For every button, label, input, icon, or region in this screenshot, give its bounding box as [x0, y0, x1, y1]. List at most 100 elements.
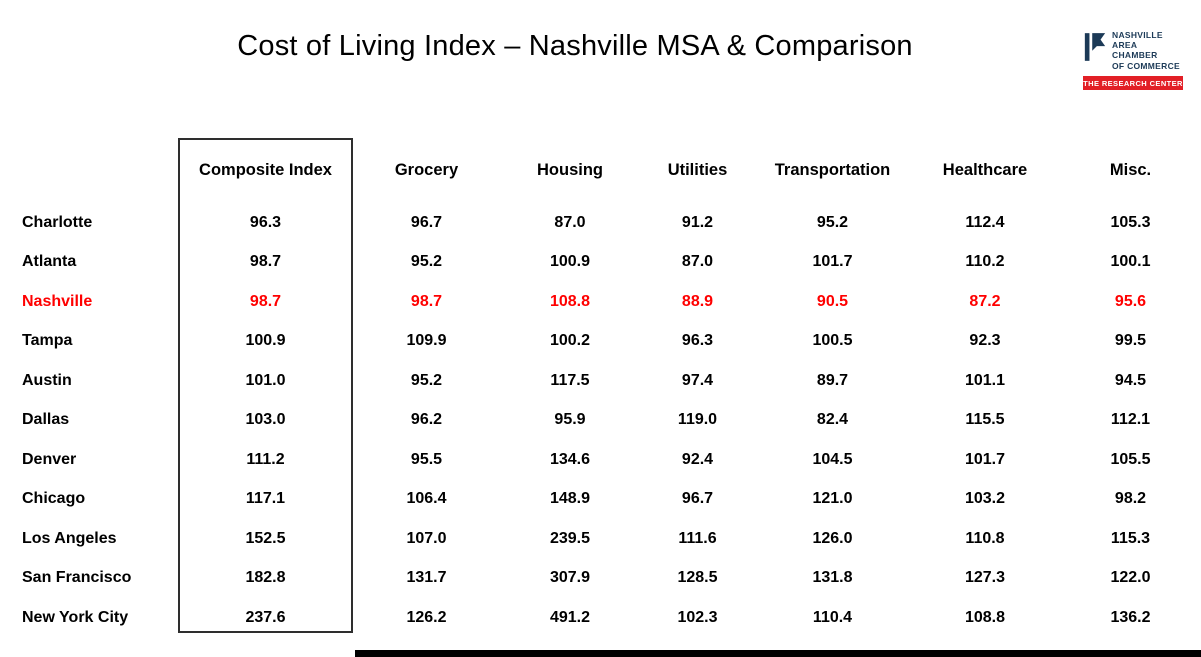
value-cell: 111.2 — [246, 450, 285, 468]
page-title: Cost of Living Index – Nashville MSA & C… — [237, 30, 913, 62]
value-cell: 89.7 — [816, 371, 849, 389]
bottom-accent-bar — [355, 650, 1201, 657]
column-header: Transportation — [774, 161, 891, 179]
value-cell: 101.0 — [245, 371, 286, 389]
value-cell: 100.9 — [245, 332, 286, 350]
value-cell: 92.4 — [681, 450, 714, 468]
value-cell: 92.3 — [969, 332, 1001, 350]
value-cell: 101.1 — [964, 371, 1006, 389]
value-cell: 106.4 — [406, 490, 447, 508]
value-cell: 95.6 — [1114, 292, 1147, 310]
value-cell: 117.1 — [245, 490, 286, 508]
value-cell: 87.0 — [554, 213, 586, 231]
logo-line: AREA — [1112, 40, 1138, 51]
value-cell: 91.2 — [681, 213, 714, 231]
value-cell: 102.3 — [677, 608, 718, 626]
city-label: Chicago — [22, 490, 86, 508]
table-row: Tampa 100.9 109.9 100.2 96.3 100.5 92.3 99.5 — [0, 322, 1201, 362]
research-center-banner: THE RESEARCH CENTER — [1083, 75, 1183, 90]
value-cell: 101.7 — [812, 253, 853, 271]
value-cell: 127.3 — [964, 569, 1006, 587]
value-cell: 110.2 — [965, 253, 1005, 271]
table-row: Denver 111.2 95.5 134.6 92.4 104.5 101.7 105.5 — [0, 440, 1201, 480]
value-cell: 110.8 — [965, 529, 1005, 547]
value-cell: 111.6 — [678, 529, 717, 547]
logo-line: CHAMBER — [1112, 50, 1158, 61]
column-header: Healthcare — [942, 161, 1028, 179]
value-cell: 100.1 — [1110, 253, 1151, 271]
value-cell: 134.6 — [549, 450, 591, 468]
city-label: Dallas — [22, 411, 70, 429]
value-cell: 95.2 — [410, 253, 443, 271]
value-cell: 112.4 — [965, 213, 1005, 231]
value-cell: 491.2 — [549, 608, 591, 626]
chamber-logo-text: NASHVILLE AREA CHAMBER OF COMMERCE — [1112, 30, 1180, 71]
value-cell: 90.5 — [816, 292, 849, 310]
value-cell: 119.0 — [677, 411, 718, 429]
column-header: Misc. — [1109, 161, 1152, 179]
table-row: Dallas 103.0 96.2 95.9 119.0 82.4 115.5 112.1 — [0, 401, 1201, 441]
value-cell: 82.4 — [816, 411, 849, 429]
value-cell: 126.0 — [812, 529, 853, 547]
city-label: Los Angeles — [22, 529, 117, 547]
value-cell: 239.5 — [549, 529, 591, 547]
value-cell: 96.2 — [410, 411, 443, 429]
chamber-logo-icon — [1083, 30, 1107, 69]
table-body: Charlotte 96.3 96.7 87.0 91.2 95.2 112.4 105.3 A… — [0, 203, 1201, 638]
value-cell: 110.4 — [812, 608, 853, 626]
value-cell: 108.8 — [964, 608, 1006, 626]
logo-line: NASHVILLE — [1112, 30, 1163, 40]
city-label: New York City — [22, 608, 129, 626]
value-cell: 95.2 — [410, 371, 443, 389]
value-cell: 101.7 — [964, 450, 1006, 468]
table-row: Atlanta 98.7 95.2 100.9 87.0 101.7 110.2 100.1 — [0, 243, 1201, 283]
column-header: Grocery — [394, 161, 459, 179]
value-cell: 126.2 — [406, 608, 447, 626]
value-cell: 97.4 — [681, 371, 714, 389]
logo-line: OF COMMERCE — [1112, 60, 1180, 71]
value-cell: 237.6 — [245, 608, 286, 626]
value-cell: 122.0 — [1110, 569, 1151, 587]
city-label: Charlotte — [22, 213, 93, 231]
value-cell: 87.0 — [681, 253, 714, 271]
city-label: Atlanta — [22, 253, 77, 271]
chamber-logo: NASHVILLE AREA CHAMBER OF COMMERCE THE R… — [1083, 30, 1183, 90]
value-cell: 98.7 — [410, 292, 443, 310]
value-cell: 95.2 — [816, 213, 849, 231]
value-cell: 103.0 — [245, 411, 286, 429]
value-cell: 96.7 — [410, 213, 443, 231]
value-cell: 182.8 — [245, 569, 286, 587]
column-header: Housing — [537, 161, 603, 179]
value-cell: 131.7 — [406, 569, 447, 587]
city-label: Nashville — [22, 292, 93, 310]
value-cell: 148.9 — [549, 490, 591, 508]
value-cell: 117.5 — [550, 371, 590, 389]
value-cell: 115.5 — [965, 411, 1005, 429]
value-cell: 96.7 — [681, 490, 714, 508]
value-cell: 95.5 — [410, 450, 443, 468]
value-cell: 105.3 — [1110, 213, 1151, 231]
table-row: Austin 101.0 95.2 117.5 97.4 89.7 101.1 94.5 — [0, 361, 1201, 401]
value-cell: 307.9 — [549, 569, 591, 587]
value-cell: 107.0 — [406, 529, 447, 547]
value-cell: 94.5 — [1114, 371, 1147, 389]
value-cell: 96.3 — [249, 213, 282, 231]
value-cell: 104.5 — [812, 450, 853, 468]
value-cell: 98.2 — [1114, 490, 1147, 508]
table-row: Nashville 98.7 98.7 108.8 88.9 90.5 87.2 95.6 — [0, 282, 1201, 322]
cost-of-living-table: Composite Index Grocery Housing Utilities Tr… — [0, 138, 1201, 638]
value-cell: 96.3 — [681, 332, 714, 350]
value-cell: 121.0 — [812, 490, 853, 508]
value-cell: 109.9 — [406, 332, 447, 350]
value-cell: 136.2 — [1110, 608, 1151, 626]
value-cell: 99.5 — [1114, 332, 1147, 350]
value-cell: 100.2 — [549, 332, 591, 350]
column-header: Utilities — [667, 161, 728, 179]
value-cell: 98.7 — [249, 292, 282, 310]
city-label: Denver — [22, 450, 77, 468]
value-cell: 103.2 — [964, 490, 1006, 508]
value-cell: 88.9 — [681, 292, 714, 310]
table-row: Los Angeles 152.5 107.0 239.5 111.6 126.0 110.… — [0, 519, 1201, 559]
value-cell: 100.5 — [812, 332, 853, 350]
value-cell: 112.1 — [1110, 411, 1151, 429]
